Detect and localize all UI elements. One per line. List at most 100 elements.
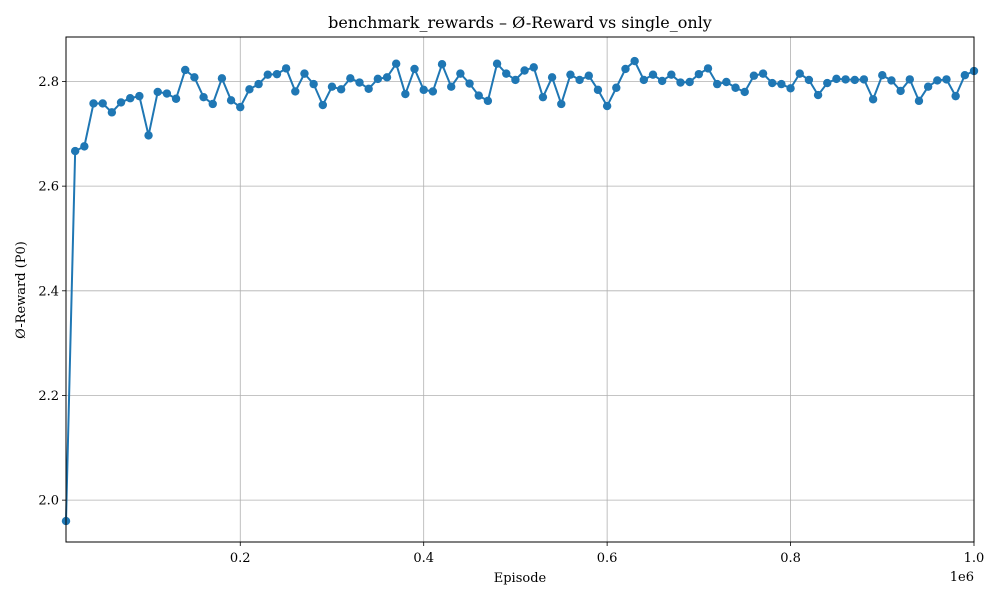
data-point <box>566 70 575 79</box>
data-point <box>896 86 905 96</box>
data-point <box>70 146 80 156</box>
data-point <box>135 91 144 101</box>
data-point <box>208 99 217 109</box>
data-point <box>364 84 373 94</box>
data-point <box>832 74 841 84</box>
data-point <box>456 69 465 78</box>
data-point <box>428 87 438 96</box>
data-series <box>61 56 979 526</box>
data-point <box>245 85 254 94</box>
data-point <box>272 69 282 79</box>
data-point <box>813 90 823 100</box>
data-point <box>153 87 162 97</box>
data-point <box>401 89 410 99</box>
data-point <box>960 71 970 80</box>
y-tick-label: 2.0 <box>38 494 59 509</box>
data-point <box>676 78 685 87</box>
data-point <box>373 74 383 84</box>
data-point <box>777 79 786 89</box>
data-point <box>768 78 777 88</box>
data-point <box>694 69 704 79</box>
x-tick-label: 0.4 <box>413 551 434 566</box>
data-point <box>474 91 483 100</box>
y-tick-label: 2.4 <box>38 284 59 299</box>
data-point <box>914 96 924 106</box>
data-point <box>887 76 896 85</box>
data-point <box>878 71 887 80</box>
data-point <box>226 96 236 105</box>
axis-ticks: 0.2 0.4 0.6 0.8 1.0 2.0 2.2 2.4 2.6 2.8 <box>38 75 984 566</box>
data-point <box>309 79 318 89</box>
data-point <box>859 75 869 84</box>
data-point <box>795 69 804 78</box>
x-axis-offset-label: 1e6 <box>950 570 974 585</box>
data-point <box>254 79 263 89</box>
chart-title: benchmark_rewards – Ø-Reward vs single_o… <box>328 13 712 32</box>
data-point <box>602 101 612 111</box>
data-point <box>382 73 392 82</box>
data-point <box>391 59 401 68</box>
data-point <box>520 66 529 75</box>
data-point <box>538 92 548 102</box>
data-point <box>465 79 474 88</box>
data-point <box>171 94 181 103</box>
data-point <box>318 100 328 110</box>
data-point <box>547 73 557 82</box>
data-point <box>502 69 511 78</box>
data-point <box>703 64 713 73</box>
data-point <box>89 99 98 108</box>
data-point <box>410 64 419 74</box>
data-point <box>336 85 346 94</box>
data-point <box>667 70 676 79</box>
data-point <box>447 82 456 91</box>
data-point <box>557 99 566 109</box>
data-point <box>144 131 153 140</box>
data-point <box>630 56 639 66</box>
data-point <box>190 73 199 82</box>
y-tick-label: 2.8 <box>38 75 59 90</box>
x-axis-label: Episode <box>494 571 547 586</box>
y-tick-label: 2.2 <box>38 389 59 404</box>
data-point <box>786 84 795 93</box>
data-point <box>263 70 272 79</box>
data-point <box>126 94 135 103</box>
data-point <box>575 75 584 85</box>
data-point <box>511 75 520 85</box>
data-point <box>850 75 859 85</box>
data-point <box>657 76 667 86</box>
data-point <box>236 102 245 112</box>
data-point <box>648 70 658 79</box>
data-point <box>804 75 814 85</box>
data-point <box>722 77 731 87</box>
data-point <box>758 69 768 78</box>
data-point <box>437 60 447 69</box>
x-tick-label: 1.0 <box>964 551 985 566</box>
data-point <box>116 98 126 107</box>
data-point <box>107 108 117 117</box>
data-point <box>823 78 832 88</box>
plot-frame <box>65 36 975 543</box>
data-point <box>951 91 960 101</box>
data-point <box>593 85 603 95</box>
x-tick-label: 0.6 <box>597 551 618 566</box>
data-point <box>685 77 694 87</box>
data-point <box>621 64 630 74</box>
data-point <box>217 74 227 83</box>
grid-lines <box>66 37 975 542</box>
data-point <box>80 142 89 151</box>
data-point <box>942 75 951 84</box>
data-point <box>612 83 621 92</box>
data-point <box>419 85 428 95</box>
data-point <box>327 82 337 91</box>
y-axis-label: Ø-Reward (P0) <box>14 241 29 339</box>
data-point <box>199 92 208 102</box>
data-point <box>584 71 593 80</box>
data-point <box>281 64 291 73</box>
data-point <box>933 76 942 85</box>
x-tick-label: 0.2 <box>230 551 251 566</box>
data-point <box>346 74 355 83</box>
data-point <box>712 79 722 89</box>
data-point <box>355 78 364 87</box>
